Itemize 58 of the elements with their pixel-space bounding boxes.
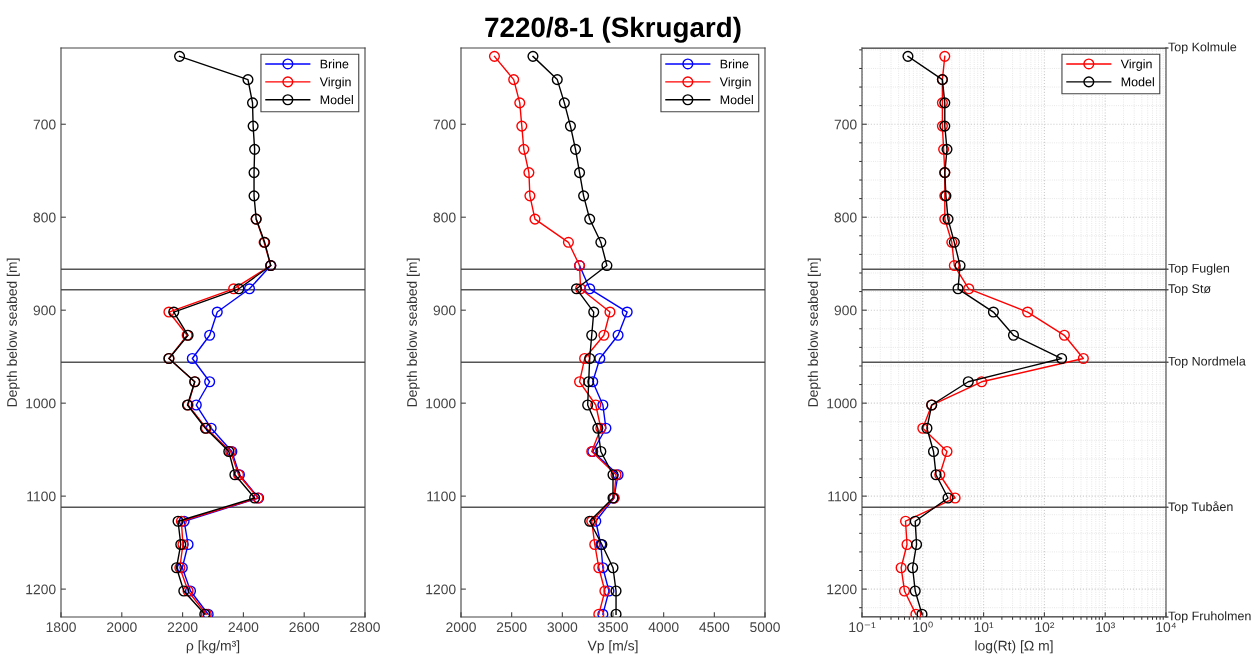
legend-label: Brine	[720, 59, 749, 69]
y-tick-label: 1000	[426, 398, 456, 409]
y-tick-label: 700	[433, 119, 456, 130]
y-tick-label: 1100	[427, 491, 456, 502]
x-tick-label: 2400	[228, 622, 259, 633]
x-tick-label: 4500	[699, 622, 730, 633]
x-tick-label: 10¹	[974, 622, 994, 633]
y-tick-label: 800	[433, 212, 456, 223]
x-tick-label: 10⁰	[913, 621, 933, 633]
x-axis-title: Vp [m/s]	[587, 640, 638, 654]
legend-label: Brine	[320, 59, 349, 69]
y-tick-label: 1200	[827, 584, 857, 595]
y-tick-label: 1000	[827, 398, 857, 409]
x-tick-label: 2500	[496, 622, 527, 633]
x-tick-label: 4000	[648, 622, 679, 633]
ref-line-label: Top Nordmela	[1168, 356, 1246, 369]
legend-label: Virgin	[719, 77, 751, 89]
y-tick-label: 900	[834, 305, 857, 316]
x-tick-label: 2600	[289, 622, 320, 633]
x-tick-label: 10⁻¹	[849, 622, 876, 633]
y-tick-label: 1100	[27, 491, 56, 502]
x-tick-label: 2200	[167, 622, 198, 633]
legend-label: Virgin	[319, 77, 351, 89]
y-axis-title: Depth below seabed [m]	[807, 258, 821, 407]
x-tick-label: 2000	[446, 622, 476, 633]
ref-line-label: Top Fuglen	[1168, 263, 1230, 276]
ref-line-label: Top Fruholmen	[1168, 611, 1251, 623]
y-tick-label: 1200	[26, 584, 56, 595]
legend-label: Model	[720, 95, 753, 105]
y-tick-label: 1200	[426, 584, 456, 595]
y-tick-label: 1000	[26, 398, 56, 409]
x-tick-label: 3000	[547, 622, 578, 633]
x-tick-label: 10²	[1035, 622, 1055, 633]
legend-label: Model	[320, 95, 353, 105]
y-tick-label: 1100	[828, 491, 857, 502]
y-tick-label: 700	[33, 119, 56, 130]
x-axis-title: ρ [kg/m³]	[186, 640, 240, 654]
chart-title: 7220/8-1 (Skrugard)	[485, 16, 741, 43]
y-tick-label: 800	[33, 212, 56, 223]
x-tick-label: 10⁴	[1156, 622, 1177, 633]
legend-label: Virgin	[1120, 59, 1152, 71]
ref-line-label: Top Stø	[1168, 284, 1211, 296]
y-axis-title: Depth below seabed [m]	[6, 258, 20, 407]
x-tick-label: 3500	[598, 622, 628, 633]
y-axis-title: Depth below seabed [m]	[406, 258, 420, 407]
y-tick-label: 900	[33, 305, 56, 316]
x-tick-label: 2000	[107, 622, 137, 633]
ref-line-label: Top Kolmule	[1168, 42, 1237, 54]
legend-label: Model	[1121, 77, 1154, 87]
x-axis-title: log(Rt) [Ω m]	[975, 640, 1053, 654]
x-tick-label: 5000	[750, 622, 780, 633]
x-tick-label: 1800	[46, 622, 76, 633]
ref-line-label: Top Tubåen	[1168, 500, 1233, 514]
y-tick-label: 900	[433, 305, 456, 316]
y-tick-label: 700	[834, 119, 857, 130]
x-tick-label: 2800	[350, 622, 380, 633]
x-tick-label: 10³	[1096, 622, 1115, 633]
y-tick-label: 800	[834, 212, 857, 223]
